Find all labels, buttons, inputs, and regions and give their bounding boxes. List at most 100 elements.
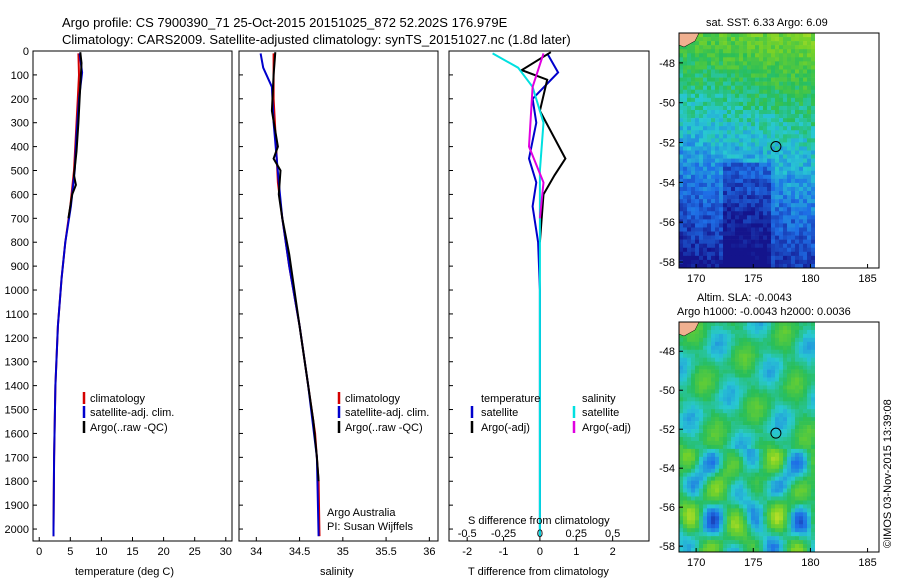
map-cell — [699, 146, 704, 151]
map-cell — [795, 536, 800, 541]
map-cell — [799, 476, 804, 481]
map-cell — [715, 41, 720, 46]
map-cell — [723, 417, 728, 422]
map-cell — [747, 154, 752, 159]
map-cell — [699, 488, 704, 493]
map-cell — [775, 219, 780, 224]
map-cell — [743, 130, 748, 135]
map-cell — [703, 243, 708, 249]
map-cell — [795, 425, 800, 430]
map-cell — [711, 540, 716, 545]
map-cell — [715, 77, 720, 82]
credit-line-2: PI: Susan Wijffels — [327, 521, 413, 533]
map-cell — [695, 437, 700, 442]
map-cell — [763, 504, 768, 509]
map-cell — [723, 203, 728, 208]
map-cell — [771, 255, 776, 261]
map-cell — [771, 33, 776, 38]
map-cell — [731, 417, 736, 422]
map-cell — [739, 182, 744, 188]
map-cell — [719, 385, 724, 390]
map-cell — [739, 57, 744, 62]
map-cell — [687, 460, 692, 466]
map-cell — [795, 345, 800, 351]
map-cell — [795, 73, 800, 78]
map-cell — [791, 440, 796, 446]
sla-map-title-2: Argo h1000: -0.0043 h2000: 0.0036 — [677, 306, 851, 318]
map-cell — [755, 345, 760, 351]
map-cell — [775, 142, 780, 147]
map-cell — [699, 227, 704, 232]
map-cell — [803, 381, 808, 386]
map-cell — [751, 109, 756, 115]
map-cell — [779, 448, 784, 454]
map-cell — [755, 57, 760, 62]
map-cell — [723, 174, 728, 180]
map-cell — [739, 101, 744, 107]
map-cell — [739, 174, 744, 180]
map-cell — [787, 89, 792, 95]
map-cell — [703, 227, 708, 232]
map-cell — [743, 45, 748, 50]
map-cell — [771, 263, 776, 269]
map-cell — [731, 500, 736, 505]
map-cell — [783, 540, 788, 545]
map-cell — [731, 61, 736, 66]
map-cell — [767, 170, 772, 176]
map-cell — [731, 203, 736, 208]
map-cell — [723, 49, 728, 54]
map-cell — [711, 472, 716, 477]
map-cell — [691, 377, 696, 382]
map-y-tick-label: -56 — [659, 217, 675, 229]
map-cell — [715, 409, 720, 414]
map-cell — [799, 421, 804, 426]
map-cell — [759, 191, 764, 196]
map-cell — [747, 381, 752, 386]
map-cell — [767, 81, 772, 86]
map-cell — [767, 389, 772, 394]
map-cell — [807, 512, 812, 517]
map-cell — [707, 33, 712, 38]
map-cell — [679, 508, 684, 513]
map-cell — [747, 118, 752, 123]
map-cell — [695, 397, 700, 402]
map-cell — [771, 41, 776, 46]
map-cell — [779, 53, 784, 58]
map-cell — [707, 448, 712, 454]
map-cell — [763, 109, 768, 115]
map-cell — [747, 37, 752, 42]
map-cell — [691, 85, 696, 91]
map-cell — [803, 353, 808, 358]
map-cell — [703, 158, 708, 163]
map-cell — [783, 389, 788, 394]
map-cell — [767, 158, 772, 163]
map-cell — [719, 170, 724, 176]
map-cell — [799, 409, 804, 414]
map-cell — [803, 130, 808, 135]
y-tick-label: 1200 — [5, 333, 29, 345]
map-cell — [687, 199, 692, 204]
map-cell — [731, 492, 736, 497]
map-cell — [739, 211, 744, 216]
map-cell — [707, 516, 712, 521]
map-cell — [759, 425, 764, 430]
map-cell — [767, 186, 772, 192]
map-cell — [807, 484, 812, 489]
map-cell — [799, 97, 804, 103]
map-cell — [763, 53, 768, 58]
map-cell — [735, 174, 740, 180]
map-cell — [679, 227, 684, 232]
map-cell — [807, 77, 812, 82]
map-cell — [731, 154, 736, 159]
map-cell — [695, 85, 700, 91]
map-cell — [747, 93, 752, 99]
map-cell — [691, 122, 696, 127]
map-cell — [703, 484, 708, 489]
map-cell — [727, 191, 732, 196]
map-cell — [747, 433, 752, 438]
map-cell — [719, 73, 724, 78]
map-cell — [779, 369, 784, 374]
map-cell — [703, 361, 708, 366]
map-cell — [715, 93, 720, 99]
map-cell — [803, 488, 808, 493]
